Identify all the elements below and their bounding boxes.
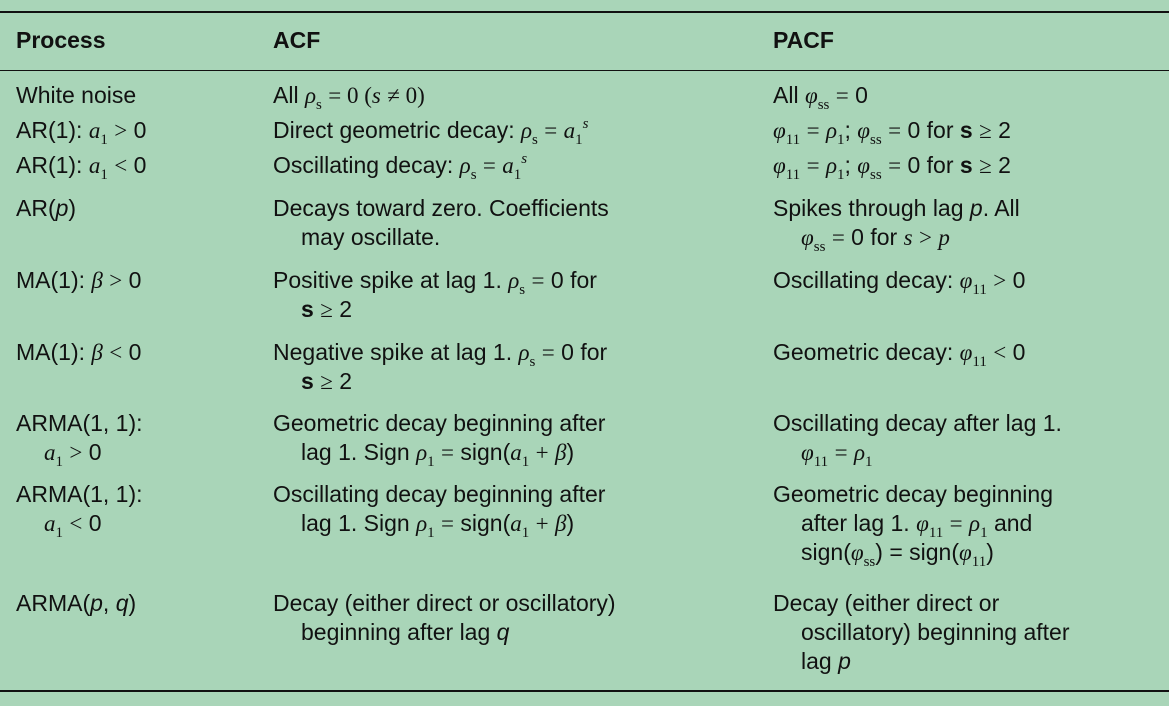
row-1-process: AR(1): a1 > 0 [16, 117, 147, 148]
row-5-process: MA(1): β < 0 [16, 339, 142, 365]
row-3-acf: Decays toward zero. Coefficients may osci… [273, 195, 609, 250]
row-2-acf: Oscillating decay: ρs = a1s [273, 151, 528, 183]
row-3-process: AR(p) [16, 195, 77, 221]
row-8-process: ARMA(p, q) [16, 590, 137, 616]
row-4-acf: Positive spike at lag 1. ρs = 0 for s ≥ 2 [273, 267, 597, 322]
row-4-pacf: Oscillating decay: φ11 > 0 [773, 267, 1026, 298]
row-6-process: ARMA(1, 1): a1 > 0 [16, 410, 143, 470]
row-0-acf: All ρs = 0 (s ≠ 0) [273, 82, 425, 113]
row-1-pacf: φ11 = ρ1; φss = 0 for s ≥ 2 [773, 117, 1011, 148]
row-6-acf: Geometric decay beginning after lag 1. Si… [273, 410, 606, 470]
row-7-pacf: Geometric decay beginning after lag 1. φ1… [773, 481, 1053, 570]
row-3-pacf: Spikes through lag p. All φss = 0 for s >… [773, 195, 1020, 255]
row-4-process: MA(1): β > 0 [16, 267, 142, 293]
top-rule [0, 11, 1169, 13]
row-2-process: AR(1): a1 < 0 [16, 152, 147, 183]
row-8-acf: Decay (either direct or oscillatory) begi… [273, 590, 616, 645]
row-6-pacf: Oscillating decay after lag 1. φ11 = ρ1 [773, 410, 1062, 470]
row-7-acf: Oscillating decay beginning after lag 1. … [273, 481, 606, 541]
header-pacf: PACF [773, 27, 834, 53]
row-2-pacf: φ11 = ρ1; φss = 0 for s ≥ 2 [773, 152, 1011, 183]
row-5-acf: Negative spike at lag 1. ρs = 0 for s ≥ 2 [273, 339, 608, 394]
row-0-process: White noise [16, 82, 137, 108]
row-8-pacf: Decay (either direct or oscillatory) begi… [773, 590, 1070, 674]
bottom-rule [0, 690, 1169, 692]
row-0-pacf: All φss = 0 [773, 82, 868, 113]
row-5-pacf: Geometric decay: φ11 < 0 [773, 339, 1026, 370]
header-process: Process [16, 27, 106, 53]
header-rule [0, 70, 1169, 71]
row-1-acf: Direct geometric decay: ρs = a1s [273, 116, 589, 148]
row-7-process: ARMA(1, 1): a1 < 0 [16, 481, 143, 541]
header-acf: ACF [273, 27, 321, 53]
